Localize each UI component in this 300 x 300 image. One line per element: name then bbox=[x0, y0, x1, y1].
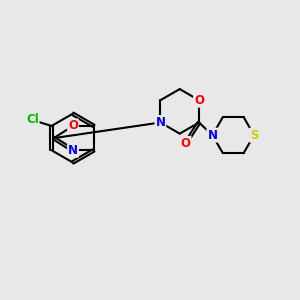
Text: O: O bbox=[68, 119, 78, 132]
Text: N: N bbox=[68, 144, 78, 157]
Text: Cl: Cl bbox=[26, 113, 39, 127]
Text: S: S bbox=[250, 129, 258, 142]
Text: N: N bbox=[155, 116, 165, 129]
Text: O: O bbox=[194, 94, 204, 107]
Text: N: N bbox=[207, 129, 218, 142]
Text: O: O bbox=[181, 137, 191, 150]
